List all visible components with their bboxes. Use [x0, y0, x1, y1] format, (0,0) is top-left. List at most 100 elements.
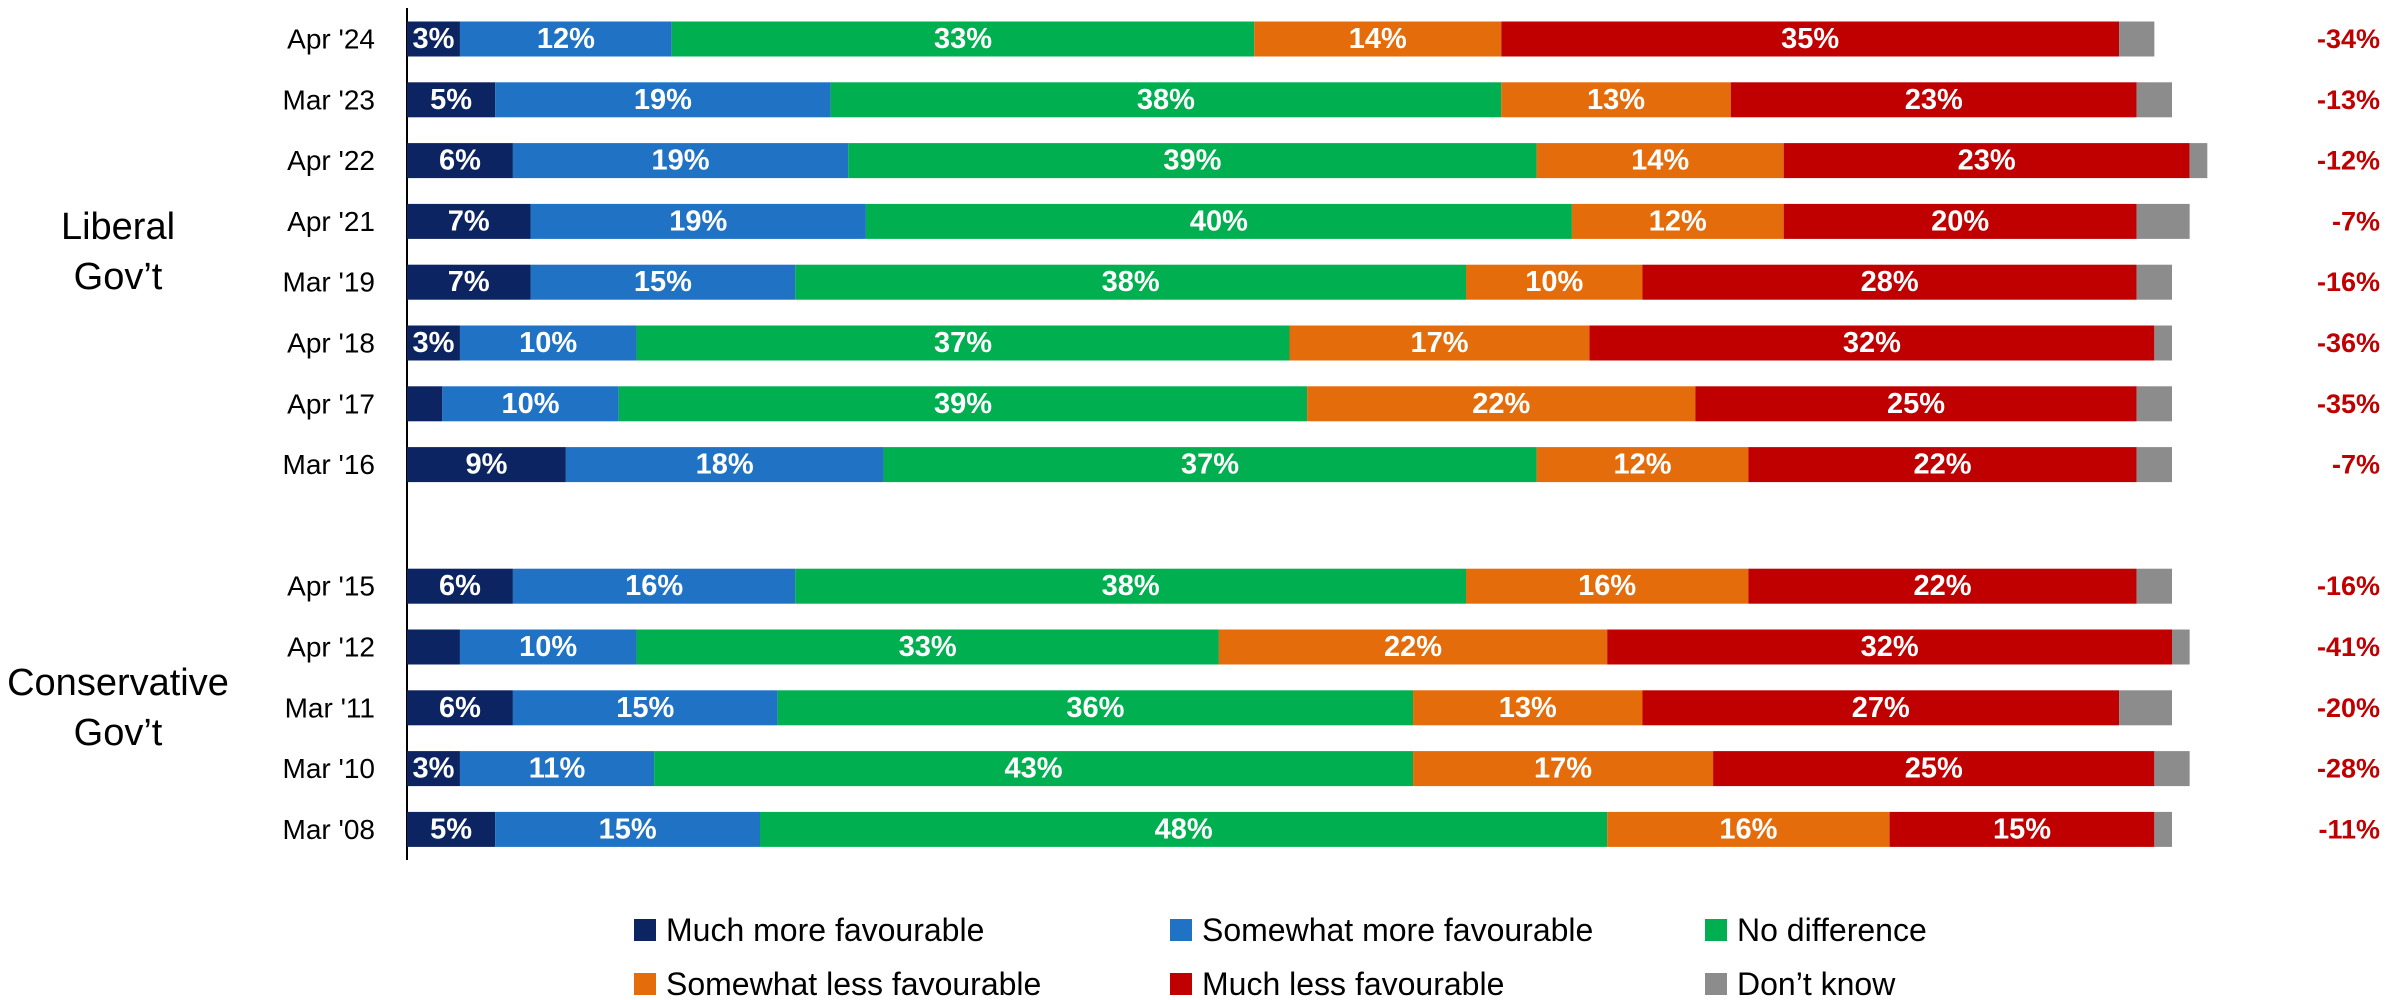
bar-segment-mar-19-somewhat-more-favourable	[530, 264, 796, 300]
bar-segment-apr-12-no-difference	[636, 629, 1219, 665]
net-labels: -34% -13% -12% -7% -16% -36% -35% -7% -16% -41% -2…	[2317, 24, 2380, 844]
legend-swatch-no-difference	[1705, 919, 1727, 941]
bar-segment-mar-10-somewhat-more-favourable	[459, 751, 655, 787]
bar-segment-apr-24-much-more-favourable	[407, 21, 460, 57]
category-label-apr-15: Apr '15	[287, 571, 375, 602]
net-label-mar-16: -7%	[2332, 450, 2380, 480]
data-label-mar-16-much-less-favourable: 22%	[1914, 449, 1972, 481]
bar-segment-apr-24-no-difference	[671, 21, 1255, 57]
bar-segment-mar-16-much-less-favourable	[1748, 447, 2137, 483]
data-label-mar-23-somewhat-more-favourable: 19%	[634, 84, 692, 116]
data-label-mar-10-much-more-favourable: 3%	[413, 753, 455, 785]
bar-segment-apr-18-no-difference	[636, 325, 1290, 361]
data-label-mar-08-no-difference: 48%	[1155, 813, 1213, 845]
legend-swatch-somewhat-more-favourable	[1170, 919, 1192, 941]
data-label-apr-15-much-less-favourable: 22%	[1914, 570, 1972, 602]
bar-segment-mar-19-much-more-favourable	[407, 264, 531, 300]
legend-swatch-much-more-favourable	[634, 919, 656, 941]
category-label-mar-08: Mar '08	[283, 814, 376, 845]
legend-label-somewhat-less-favourable: Somewhat less favourable	[666, 966, 1041, 1000]
bar-segment-apr-15-no-difference	[795, 568, 1466, 604]
data-label-apr-15-somewhat-more-favourable: 16%	[625, 570, 683, 602]
net-label-apr-17: -35%	[2317, 389, 2380, 419]
legend-label-don-t-know: Don’t know	[1737, 966, 1896, 1000]
bar-segment-apr-15-don-t-know	[2136, 568, 2172, 604]
bar-segment-mar-11-much-more-favourable	[407, 690, 513, 726]
net-label-apr-21: -7%	[2332, 206, 2380, 236]
data-label-apr-24-much-more-favourable: 3%	[413, 23, 455, 55]
bar-segment-mar-11-much-less-favourable	[1642, 690, 2120, 726]
data-label-mar-08-much-more-favourable: 5%	[430, 813, 472, 845]
data-label-mar-19-much-more-favourable: 7%	[448, 266, 490, 298]
category-labels: Apr '24 Mar '23 Apr '22 Apr '21 Mar '19 Apr '…	[283, 24, 376, 845]
data-label-mar-11-somewhat-less-favourable: 13%	[1499, 692, 1557, 724]
data-label-mar-10-no-difference: 43%	[1005, 753, 1063, 785]
bar-segment-mar-19-much-less-favourable	[1642, 264, 2137, 300]
data-label-apr-18-somewhat-more-favourable: 10%	[519, 327, 577, 359]
bar-segment-apr-12-much-less-favourable	[1607, 629, 2172, 665]
bar-segment-mar-23-much-more-favourable	[407, 82, 496, 118]
net-label-mar-10: -28%	[2317, 754, 2380, 784]
net-label-apr-22: -12%	[2317, 146, 2380, 176]
bar-segment-mar-10-much-more-favourable	[407, 751, 460, 787]
legend-label-no-difference: No difference	[1737, 912, 1927, 948]
data-label-apr-22-no-difference: 39%	[1163, 145, 1221, 177]
bar-segment-apr-12-somewhat-less-favourable	[1218, 629, 1608, 665]
bar-segment-mar-08-somewhat-more-favourable	[495, 811, 760, 847]
bar-segment-apr-18-somewhat-less-favourable	[1289, 325, 1590, 361]
category-label-apr-21: Apr '21	[287, 206, 375, 237]
group-label-0-line-0: Liberal	[61, 206, 175, 248]
bar-segment-mar-08-much-less-favourable	[1889, 811, 2155, 847]
bar-segment-mar-11-somewhat-more-favourable	[512, 690, 778, 726]
bar-segment-apr-17-much-less-favourable	[1695, 386, 2137, 422]
bar-segment-mar-08-much-more-favourable	[407, 811, 496, 847]
bar-segment-apr-21-much-less-favourable	[1783, 203, 2137, 239]
bar-segment-mar-08-somewhat-less-favourable	[1607, 811, 1890, 847]
data-label-apr-17-somewhat-more-favourable: 10%	[502, 388, 560, 420]
net-label-apr-15: -16%	[2317, 571, 2380, 601]
bar-segment-mar-23-much-less-favourable	[1730, 82, 2137, 118]
group-label-0-line-1: Gov’t	[74, 256, 163, 298]
data-label-mar-10-somewhat-more-favourable: 11%	[529, 753, 586, 785]
bar-segment-apr-22-don-t-know	[2189, 143, 2208, 179]
data-label-mar-23-somewhat-less-favourable: 13%	[1587, 84, 1645, 116]
bar-segment-apr-21-don-t-know	[2136, 203, 2190, 239]
legend-label-somewhat-more-favourable: Somewhat more favourable	[1202, 912, 1593, 948]
data-label-apr-21-much-more-favourable: 7%	[448, 205, 490, 237]
bar-segment-apr-24-don-t-know	[2119, 21, 2155, 57]
legend-swatch-don-t-know	[1705, 973, 1727, 995]
data-label-apr-12-somewhat-less-favourable: 22%	[1384, 631, 1442, 663]
data-label-apr-17-somewhat-less-favourable: 22%	[1472, 388, 1530, 420]
data-label-mar-16-somewhat-more-favourable: 18%	[696, 449, 754, 481]
net-label-apr-12: -41%	[2317, 632, 2380, 662]
data-label-mar-19-no-difference: 38%	[1102, 266, 1160, 298]
net-label-mar-11: -20%	[2317, 693, 2380, 723]
bar-segment-apr-17-no-difference	[618, 386, 1308, 422]
bar-segment-apr-21-no-difference	[865, 203, 1572, 239]
data-label-mar-16-no-difference: 37%	[1181, 449, 1239, 481]
bar-segment-apr-21-somewhat-less-favourable	[1571, 203, 1784, 239]
category-label-mar-10: Mar '10	[283, 753, 376, 784]
category-label-apr-17: Apr '17	[287, 388, 375, 419]
bar-segment-apr-17-much-more-favourable	[407, 386, 443, 422]
data-label-apr-22-somewhat-less-favourable: 14%	[1631, 145, 1689, 177]
data-label-mar-10-much-less-favourable: 25%	[1905, 753, 1963, 785]
bar-segment-mar-16-somewhat-less-favourable	[1536, 447, 1749, 483]
category-label-apr-12: Apr '12	[287, 632, 375, 663]
data-label-mar-10-somewhat-less-favourable: 17%	[1534, 753, 1592, 785]
category-label-mar-11: Mar '11	[285, 692, 375, 723]
data-label-apr-21-no-difference: 40%	[1190, 205, 1248, 237]
data-label-apr-21-somewhat-less-favourable: 12%	[1649, 205, 1707, 237]
data-label-mar-19-much-less-favourable: 28%	[1861, 266, 1919, 298]
bar-segment-apr-22-much-more-favourable	[407, 143, 513, 179]
bar-segment-apr-15-much-more-favourable	[407, 568, 513, 604]
net-label-apr-24: -34%	[2317, 24, 2380, 54]
bar-segment-mar-23-somewhat-less-favourable	[1501, 82, 1731, 118]
group-labels: Liberal Gov’t Conservative Gov’t	[7, 206, 229, 754]
bar-segment-mar-19-no-difference	[795, 264, 1466, 300]
net-label-mar-23: -13%	[2317, 85, 2380, 115]
legend-label-much-less-favourable: Much less favourable	[1202, 966, 1504, 1000]
net-label-apr-18: -36%	[2317, 328, 2380, 358]
data-label-mar-11-no-difference: 36%	[1066, 692, 1124, 724]
bar-segment-mar-23-no-difference	[830, 82, 1502, 118]
